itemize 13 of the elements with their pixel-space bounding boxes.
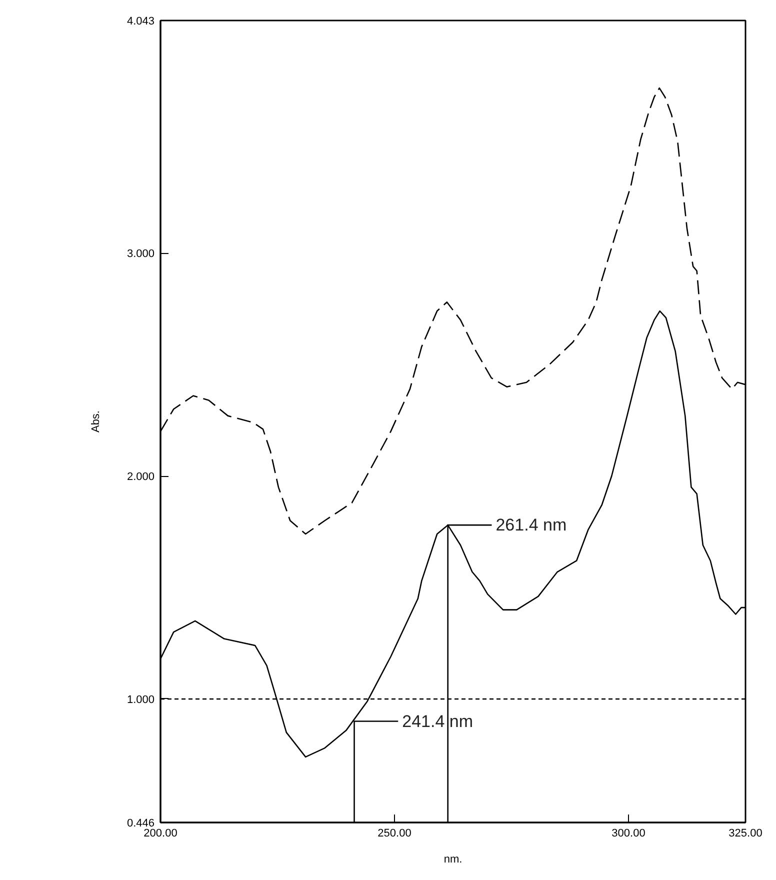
y-tick-label: 1.000 [126, 694, 155, 706]
y-tick-label: 2.000 [126, 471, 155, 484]
x-tick-label: 250.00 [378, 828, 412, 840]
annotation: 241.4 nm [402, 712, 474, 731]
y-axis-title: Abs. [90, 410, 102, 433]
x-tick-label: 200.00 [144, 828, 178, 840]
y-tick-label: 3.000 [126, 248, 155, 260]
x-axis-title: nm. [444, 854, 462, 866]
annotation: 261.4 nm [496, 516, 567, 535]
y-tick-label: 0.446 [126, 818, 155, 830]
x-tick-label: 300.00 [612, 828, 646, 840]
x-tick-label: 325.00 [728, 828, 762, 840]
y-tick-label: 4.043 [126, 16, 155, 28]
